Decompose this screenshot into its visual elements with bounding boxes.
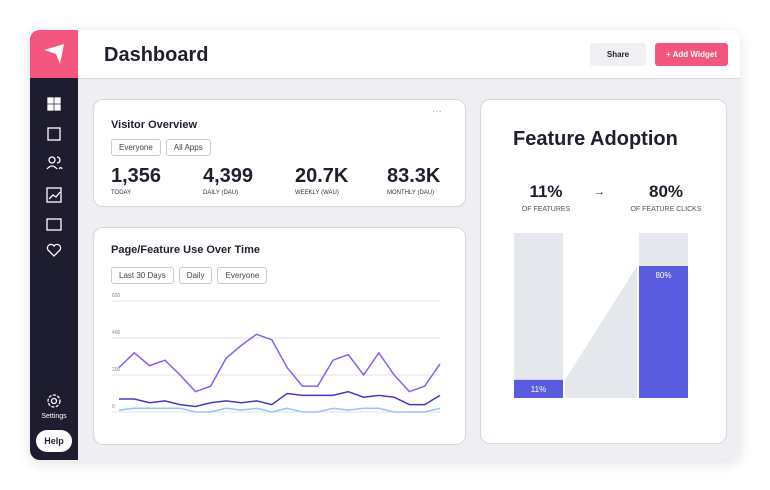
y-tick-label: 0 [112,404,115,410]
stat-label: MONTHLY (DAU) [387,190,435,196]
card-title: Visitor Overview [111,119,198,131]
stat: 4,399 DAILY (DAU) [203,165,253,196]
stat: 83.3K MONTHLY (DAU) [387,165,440,196]
filter[interactable]: Everyone [217,267,268,284]
stat-value: 83.3K [387,165,441,187]
stat: 20.7K WEEKLY (WAU) [295,165,348,196]
series-line [119,390,441,408]
y-tick-label: 200 [112,367,121,373]
stat-label: DAILY (DAU) [203,190,239,196]
menu-dots[interactable]: ··· [432,106,442,117]
stat-label: WEEKLY (WAU) [295,190,339,196]
bar-label: 80% [655,271,671,280]
stat-caption: OF FEATURE CLICKS [630,206,702,213]
series-line [118,333,441,393]
filters: Last 30 Days Daily Everyone [111,265,272,284]
filter[interactable]: All Apps [165,139,211,156]
visitor-card: ··· Visitor Overview Everyone All Apps 1,… [93,99,466,207]
bar [514,379,563,398]
from-stat: 11% OF FEATURES [491,182,601,213]
stat-value: 11% [529,182,563,201]
adoption-card: Feature Adoption 11% OF FEATURES → 80% OF … [480,99,727,444]
logo-icon [44,44,64,64]
y-tick-label: 600 [112,293,121,299]
filter[interactable]: Daily [178,267,213,284]
to-stat: 80% OF FEATURE CLICKS [611,182,721,213]
help-button[interactable]: Help [36,430,72,452]
y-tick-label: 400 [112,330,121,336]
stat-value: 1,356 [111,165,162,187]
bar-label: 11% [531,385,546,394]
stat-label: TODAY [111,190,132,196]
settings-icon[interactable] [46,393,62,409]
filter[interactable]: Last 30 Days [111,267,174,284]
add-widget-button[interactable]: + Add Widget [655,43,728,66]
series-line [118,407,441,413]
filters: Everyone All Apps [111,137,216,156]
connector [565,266,637,398]
stat-value: 20.7K [295,165,349,187]
logo[interactable] [30,30,78,78]
line-chart: 0 200 400 600 [112,293,441,413]
stat-value: 80% [648,182,684,201]
stat-value: 4,399 [203,165,254,187]
bar [639,266,688,398]
share-button[interactable]: Share [590,43,646,66]
arrow: → [594,186,605,198]
usage-card: Page/Feature Use Over Time Last 30 Days D… [93,227,466,445]
settings-label[interactable]: Settings [41,413,67,420]
nav-icons[interactable] [44,94,66,264]
bar-track [514,233,563,398]
card-title: Feature Adoption [513,128,678,150]
card-title: Page/Feature Use Over Time [111,244,260,256]
adoption-bars: 11% 80% [514,233,688,398]
stat: 1,356 TODAY [111,165,161,196]
filter[interactable]: Everyone [111,139,161,156]
page-title: Dashboard [104,44,209,66]
stat-caption: OF FEATURES [521,206,571,213]
